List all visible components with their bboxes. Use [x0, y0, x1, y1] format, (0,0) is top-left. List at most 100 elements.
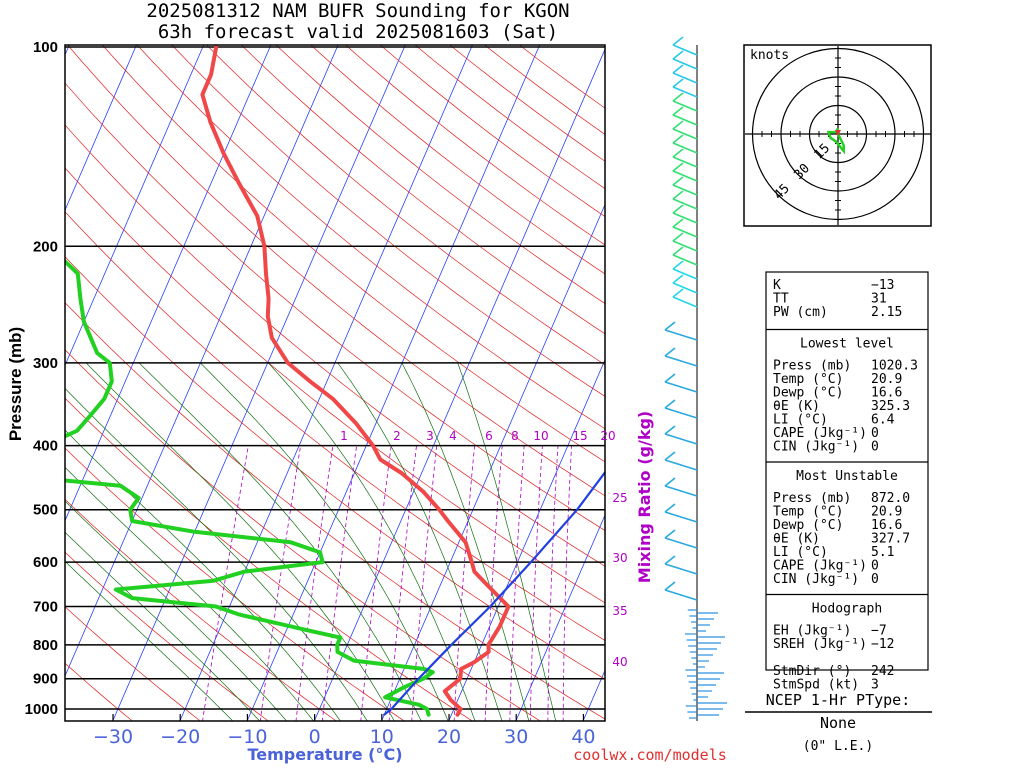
mixing-ratio-line — [547, 445, 559, 721]
wind-barb-flag — [672, 78, 684, 88]
wind-barb-staff — [672, 128, 698, 140]
lowest-level-row-label: CAPE (Jkg⁻¹) — [773, 426, 867, 441]
wind-barb-flag — [672, 148, 684, 158]
most-unstable-row-label: θE (K) — [773, 532, 820, 547]
dry-adiabat-line — [65, 124, 605, 567]
moist-adiabat-line — [85, 362, 395, 721]
dry-adiabat-line — [67, 45, 605, 497]
wind-barb-staff — [664, 407, 698, 419]
lowest-level-row-label: CIN (Jkg⁻¹) — [773, 440, 859, 455]
lowest-level-row-value: 6.4 — [871, 413, 895, 428]
dry-adiabat-line — [65, 662, 133, 721]
wind-barb-staff — [672, 226, 698, 238]
hodograph-stats-row-label: StmSpd (kt) — [773, 678, 859, 693]
most-unstable-row-label: Temp (°C) — [773, 505, 843, 520]
pressure-tick-label: 100 — [33, 39, 58, 56]
wind-barb-flag — [672, 162, 684, 172]
lowest-level-title: Lowest level — [800, 337, 894, 352]
hodograph-stats-row-value: −12 — [871, 637, 894, 652]
wind-barb-staff — [664, 511, 698, 523]
hodograph-stats-row-label: SREH (Jkg⁻¹) — [773, 637, 867, 652]
wind-barb-flag — [664, 425, 676, 435]
wind-barb-staff — [672, 72, 698, 84]
wind-barb-flag — [672, 204, 684, 214]
lowest-level-row-label: Dewp (°C) — [773, 386, 843, 401]
moist-adiabat-line — [65, 560, 234, 721]
wind-barb-staff — [672, 296, 698, 308]
wind-barb-flag — [672, 288, 684, 298]
x-axis-label: Temperature (°C) — [247, 745, 402, 764]
wind-barb-staff — [672, 268, 698, 280]
pressure-tick-label: 600 — [33, 554, 58, 571]
dry-adiabat-line — [65, 447, 405, 721]
lowest-level-row-label: θE (K) — [773, 399, 820, 414]
wind-barb-staff — [664, 329, 698, 341]
wind-barb-flag — [664, 529, 676, 539]
most-unstable-row-label: LI (°C) — [773, 545, 828, 560]
moist-adiabat-line — [65, 500, 287, 721]
mixing-ratio-line — [259, 445, 301, 721]
wind-barb-flag — [672, 190, 684, 200]
wind-barb-staff — [664, 589, 698, 601]
wind-barb-flag — [664, 477, 676, 487]
wind-barb-flag — [672, 106, 684, 116]
temp-tick-label: 40 — [571, 726, 595, 748]
dry-adiabat-line — [65, 498, 337, 721]
temp-tick-label: 10 — [370, 726, 394, 748]
mixing-ratio-line — [453, 445, 475, 721]
wind-barb-flag — [664, 581, 676, 591]
wind-barb-flag — [664, 399, 676, 409]
lowest-level-row-label: Temp (°C) — [773, 372, 843, 387]
dry-adiabat-line — [240, 45, 605, 335]
pressure-tick-label: 1000 — [25, 701, 58, 718]
moist-adiabat-line — [457, 362, 557, 721]
wind-barb-staff — [664, 355, 698, 367]
pressure-tick-label: 800 — [33, 637, 58, 654]
wind-barb-flag — [664, 347, 676, 357]
most-unstable-row-label: CAPE (Jkg⁻¹) — [773, 559, 867, 574]
isotherm-line — [65, 45, 137, 212]
moist-adiabat-line — [65, 429, 341, 721]
mixing-ratio-line — [388, 445, 417, 721]
wind-barb-flag — [672, 120, 684, 130]
dry-adiabat-line — [171, 45, 605, 397]
wind-barb-flag — [672, 92, 684, 102]
wind-barb-staff — [672, 254, 698, 266]
indices-frame — [765, 271, 929, 671]
index-row-label: K — [773, 278, 781, 293]
moist-adiabat-line — [65, 531, 261, 721]
wind-barb-flag — [672, 176, 684, 186]
most-unstable-row-value: 5.1 — [871, 545, 894, 560]
wind-barb-staff — [664, 381, 698, 393]
mixing-ratio-label: 20 — [600, 429, 615, 443]
moist-adiabat-line — [138, 362, 422, 721]
most-unstable-title: Most Unstable — [796, 469, 898, 484]
mixing-ratio-line — [202, 445, 249, 721]
lowest-level-row-value: 325.3 — [871, 399, 910, 414]
temp-tick-label: −10 — [227, 726, 267, 748]
index-row-label: PW (cm) — [773, 305, 828, 320]
wind-barb-flag — [672, 64, 684, 74]
hodograph-stats-row-label: EH (Jkg⁻¹) — [773, 624, 851, 639]
most-unstable-row-label: CIN (Jkg⁻¹) — [773, 572, 859, 587]
mixing-ratio-line — [529, 445, 543, 721]
wind-barb-staff — [672, 58, 698, 70]
most-unstable-row-label: Press (mb) — [773, 491, 851, 506]
sounding-traces — [65, 45, 605, 717]
most-unstable-row-value: 327.7 — [871, 532, 910, 547]
mixing-ratio-line — [360, 445, 392, 721]
hodograph-trace — [826, 127, 845, 155]
wind-barb-staff — [672, 170, 698, 182]
temp-tick-label: −30 — [93, 726, 133, 748]
mixing-ratio-label: 10 — [533, 429, 548, 443]
wind-barb-flag — [672, 246, 684, 256]
lowest-level-row-label: LI (°C) — [773, 413, 828, 428]
wind-barb-staff — [672, 86, 698, 98]
wind-barb-staff — [672, 212, 698, 224]
title-line-2: 63h forecast valid 2025081603 (Sat) — [158, 21, 558, 43]
wind-barb-flag — [672, 232, 684, 242]
dry-adiabat-line — [136, 45, 605, 430]
wind-barb-flag — [672, 260, 684, 270]
